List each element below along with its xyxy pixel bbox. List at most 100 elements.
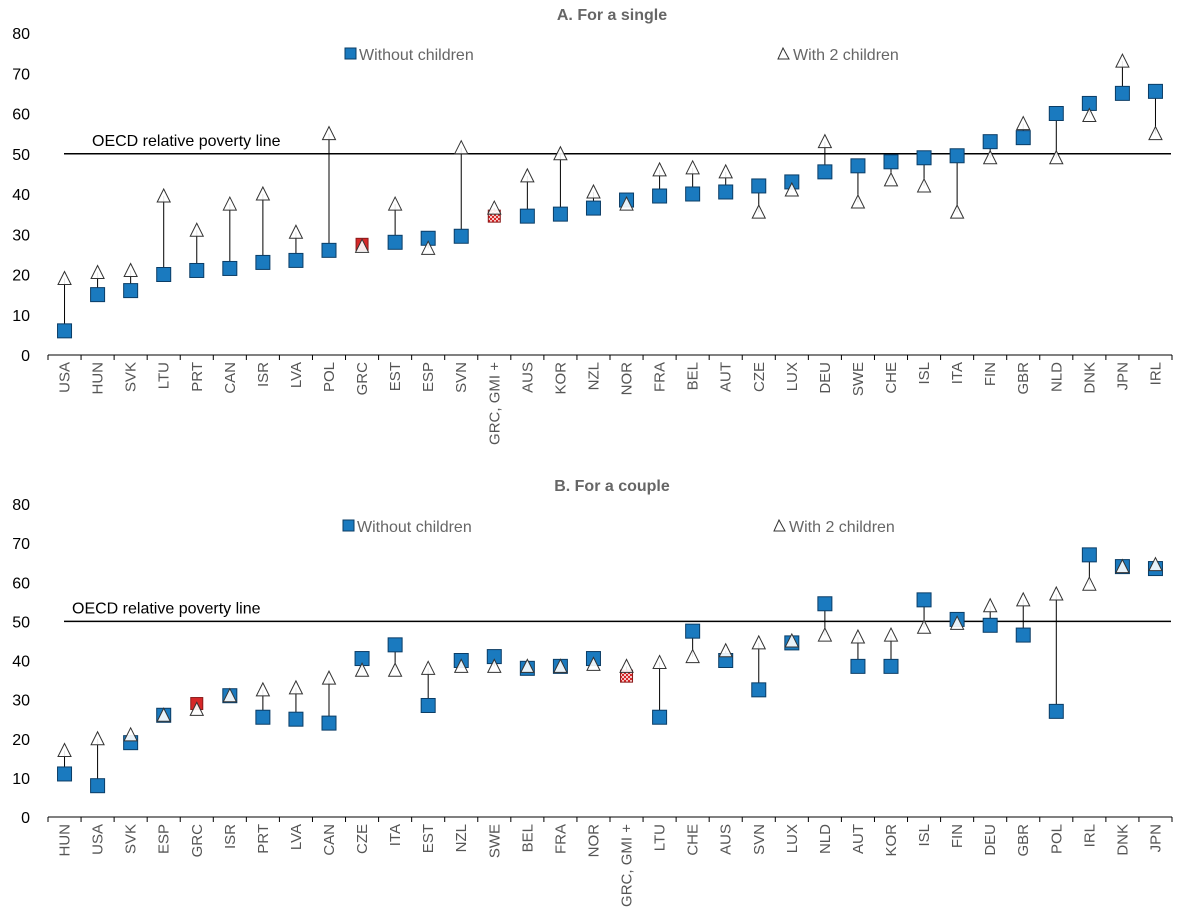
x-tick-label: SVN — [453, 362, 470, 393]
point-with-2-children — [453, 658, 469, 673]
point-without-children — [387, 234, 403, 250]
x-tick-label: FIN — [949, 824, 966, 848]
x-tick-label: AUS — [519, 362, 536, 393]
x-tick-label: DNK — [1081, 362, 1098, 394]
point-with-2-children — [982, 597, 998, 613]
x-tick-label: CAN — [222, 362, 239, 394]
point-with-2-children — [586, 656, 601, 671]
point-without-children — [255, 254, 271, 270]
x-tick-label: SVK — [123, 362, 140, 392]
x-tick-label: ITA — [387, 824, 404, 846]
panel-title: B. For a couple — [554, 478, 670, 495]
point-without-children — [817, 596, 833, 612]
point-without-children — [1015, 627, 1031, 643]
point-with-2-children — [255, 681, 271, 697]
point-with-2-children — [486, 658, 502, 673]
point-without-children — [685, 623, 701, 639]
x-tick-label: FIN — [982, 362, 999, 386]
point-without-children — [57, 323, 73, 339]
x-tick-label: NLD — [817, 824, 834, 854]
panel-title: A. For a single — [557, 7, 667, 24]
point-with-2-children — [520, 658, 535, 673]
x-tick-label: POL — [321, 362, 338, 392]
x-tick-label: IRL — [1081, 824, 1098, 847]
point-without-children — [1015, 130, 1031, 146]
point-without-children — [916, 592, 932, 608]
point-with-2-children — [619, 658, 634, 673]
y-tick-label: 40 — [12, 187, 30, 204]
point-with-2-children — [850, 193, 866, 209]
y-tick-label: 20 — [12, 732, 30, 749]
panel-single: A. For a single 0 10 20 30 40 50 60 70 80 USA HUN… — [12, 7, 1173, 445]
point-without-children — [90, 287, 106, 303]
point-without-children — [90, 778, 106, 794]
legend-triangle-marker — [777, 46, 790, 60]
point-without-children — [1147, 83, 1163, 99]
point-with-2-children — [222, 195, 238, 211]
x-tick-label: NOR — [585, 824, 602, 858]
x-tick-label: NOR — [619, 362, 636, 396]
x-tick-label: GBR — [1015, 362, 1032, 395]
x-tick-label: GRC — [189, 824, 206, 858]
x-tick-label: FRA — [652, 362, 669, 392]
point-without-children — [189, 262, 205, 278]
legend-square-marker — [344, 47, 357, 60]
point-without-children — [850, 658, 866, 674]
poverty-line-label: OECD relative poverty line — [92, 133, 281, 150]
point-without-children — [652, 188, 668, 204]
x-tick-label: POL — [1048, 824, 1065, 854]
point-with-2-children — [1082, 107, 1097, 123]
point-with-2-children — [784, 181, 800, 197]
x-tick-label: ISL — [916, 824, 933, 847]
y-tick-label: 0 — [21, 810, 30, 827]
point-with-2-children — [685, 159, 700, 175]
x-tick-label: ISR — [255, 362, 272, 387]
point-without-children — [751, 178, 767, 194]
point-without-children — [288, 711, 304, 727]
point-with-2-children — [1148, 556, 1163, 572]
point-without-children — [916, 150, 932, 166]
y-tick-label: 30 — [12, 693, 30, 710]
point-without-children — [685, 186, 701, 202]
point-with-2-children — [949, 615, 965, 630]
point-with-2-children — [123, 262, 138, 277]
x-tick-label: CHE — [883, 362, 900, 394]
poverty-line-label: OECD relative poverty line — [72, 600, 261, 617]
x-tick-label: GRC, GMI + — [619, 824, 636, 907]
panel-couple: B. For a couple 0 10 20 30 40 50 60 70 80 HUN USA… — [12, 478, 1173, 907]
legend-label-with-2-children: With 2 children — [789, 519, 895, 536]
x-tick-label: GRC, GMI + — [486, 362, 503, 445]
legend-triangle-marker — [773, 518, 786, 532]
x-tick-label: PRT — [189, 362, 206, 392]
point-with-2-children — [586, 183, 601, 199]
x-tick-label: LTU — [652, 824, 669, 851]
point-with-2-children — [321, 669, 337, 685]
x-tick-label: BEL — [519, 824, 536, 852]
point-without-children — [982, 617, 998, 633]
legend-square-marker — [342, 519, 355, 532]
point-with-2-children — [916, 619, 932, 634]
x-tick-label: EST — [387, 362, 404, 391]
x-tick-label: HUN — [90, 362, 107, 395]
point-without-children — [222, 260, 238, 276]
point-without-children — [552, 206, 568, 222]
point-without-children — [1048, 106, 1064, 121]
point-with-2-children — [222, 687, 238, 703]
point-without-children — [652, 709, 668, 725]
point-with-2-children — [784, 632, 800, 648]
point-with-2-children — [718, 642, 734, 658]
x-tick-label: KOR — [552, 362, 569, 395]
point-without-children — [123, 283, 139, 299]
y-tick-label: 10 — [12, 308, 30, 325]
y-tick-label: 40 — [12, 654, 30, 671]
point-with-2-children — [652, 161, 667, 177]
point-without-children — [255, 709, 271, 725]
point-with-2-children — [321, 125, 337, 141]
point-with-2-children — [354, 662, 370, 677]
point-without-children — [751, 682, 767, 698]
x-axis: USA HUN SVK LTU PRT CAN ISR LVA POL GRC EST ESP SVN G… — [47, 354, 1173, 445]
point-with-2-children — [883, 626, 899, 642]
point-without-children — [57, 766, 73, 782]
point-with-2-children — [189, 701, 205, 716]
point-without-children — [387, 637, 403, 653]
